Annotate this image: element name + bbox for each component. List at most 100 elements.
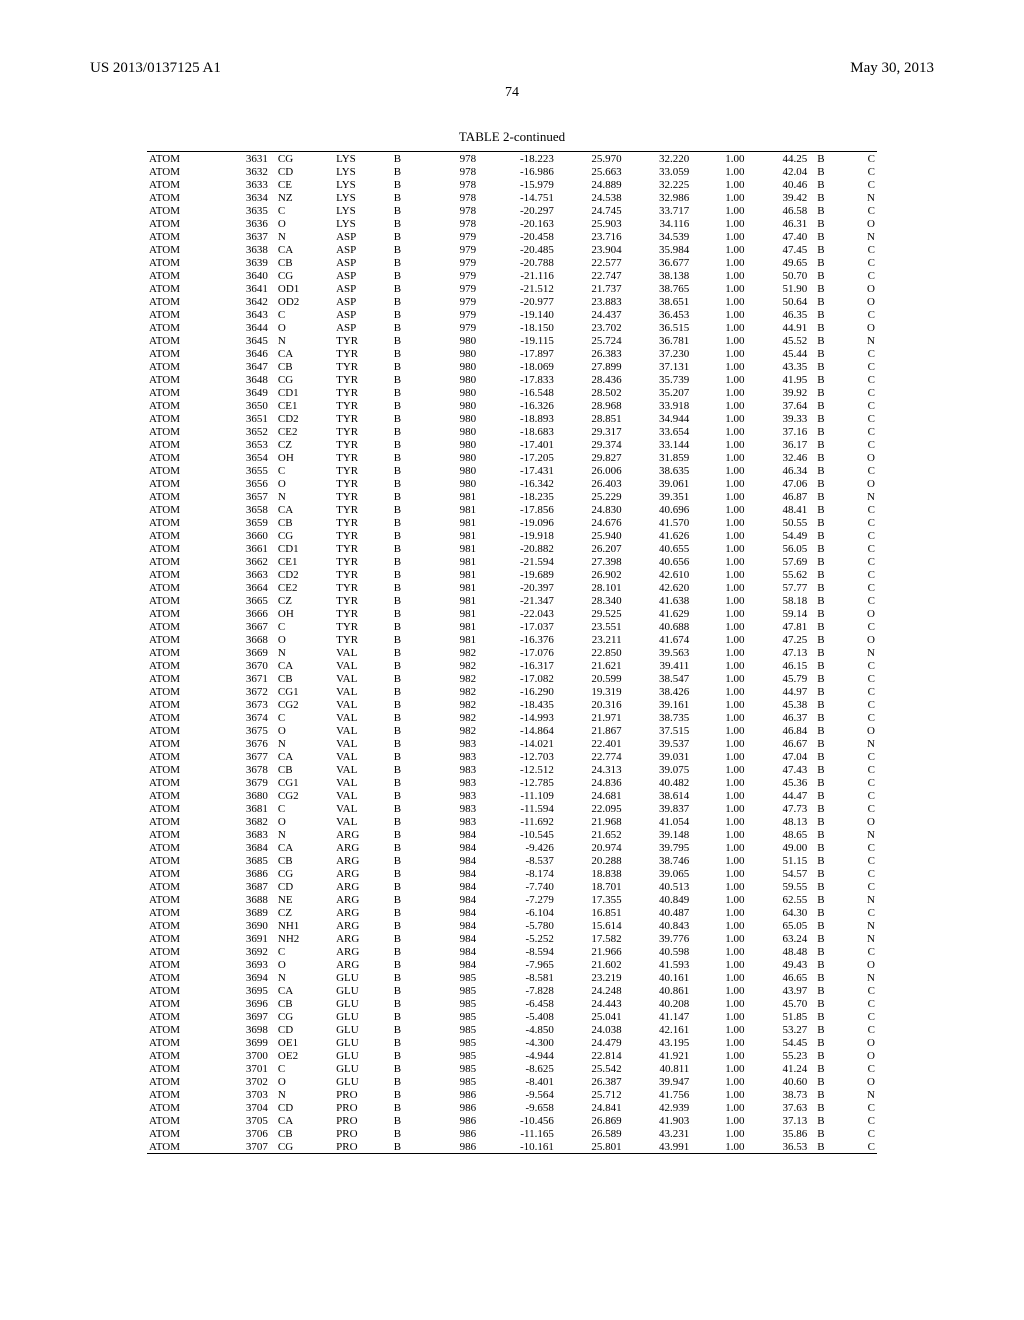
table-cell: ARG (330, 906, 388, 919)
table-cell: LYS (330, 191, 388, 204)
table-cell: 42.610 (624, 568, 692, 581)
table-cell: ATOM (147, 295, 217, 308)
table-cell: 3664 (217, 581, 270, 594)
table-cell: B (809, 854, 847, 867)
table-cell: O (847, 724, 877, 737)
table-row: ATOM3640CGASPB979-21.11622.74738.1381.00… (147, 269, 877, 282)
table-cell: NE (270, 893, 330, 906)
table-cell: TYR (330, 555, 388, 568)
table-cell: VAL (330, 750, 388, 763)
table-cell: 22.577 (556, 256, 624, 269)
table-cell: C (270, 711, 330, 724)
table-cell: 24.313 (556, 763, 624, 776)
table-cell: CZ (270, 906, 330, 919)
table-cell: O (847, 295, 877, 308)
table-cell: CA (270, 1114, 330, 1127)
table-cell: 24.841 (556, 1101, 624, 1114)
table-cell: LYS (330, 178, 388, 191)
table-row: ATOM3673CG2VALB982-18.43520.31639.1611.0… (147, 698, 877, 711)
table-cell: 40.688 (624, 620, 692, 633)
page-header: US 2013/0137125 A1 May 30, 2013 (90, 60, 934, 77)
table-cell: 981 (423, 581, 478, 594)
table-cell: C (270, 464, 330, 477)
table-cell: 3704 (217, 1101, 270, 1114)
table-row: ATOM3689CZARGB984-6.10416.85140.4871.006… (147, 906, 877, 919)
table-cell: B (809, 269, 847, 282)
table-row: ATOM3634NZLYSB978-14.75124.53832.9861.00… (147, 191, 877, 204)
table-cell: CG2 (270, 789, 330, 802)
table-cell: 39.075 (624, 763, 692, 776)
table-cell: 978 (423, 217, 478, 230)
table-cell: 1.00 (691, 451, 746, 464)
table-cell: B (388, 984, 423, 997)
table-cell: GLU (330, 984, 388, 997)
table-cell: B (388, 542, 423, 555)
table-cell: 24.479 (556, 1036, 624, 1049)
table-cell: 47.04 (746, 750, 809, 763)
table-cell: 28.502 (556, 386, 624, 399)
table-cell: 54.45 (746, 1036, 809, 1049)
table-cell: 1.00 (691, 594, 746, 607)
table-cell: ATOM (147, 906, 217, 919)
table-cell: 982 (423, 711, 478, 724)
table-row: ATOM3647CBTYRB980-18.06927.89937.1311.00… (147, 360, 877, 373)
table-cell: ATOM (147, 217, 217, 230)
table-cell: ATOM (147, 724, 217, 737)
table-cell: 21.971 (556, 711, 624, 724)
table-cell: ATOM (147, 763, 217, 776)
table-cell: 38.73 (746, 1088, 809, 1101)
table-cell: N (270, 334, 330, 347)
table-cell: 985 (423, 1075, 478, 1088)
table-cell: VAL (330, 698, 388, 711)
table-cell: TYR (330, 568, 388, 581)
table-cell: C (847, 256, 877, 269)
table-cell: ATOM (147, 373, 217, 386)
table-cell: -16.548 (478, 386, 556, 399)
table-cell: 983 (423, 815, 478, 828)
table-cell: N (270, 737, 330, 750)
table-cell: B (388, 373, 423, 386)
table-cell: ARG (330, 945, 388, 958)
table-row: ATOM3676NVALB983-14.02122.40139.5371.004… (147, 737, 877, 750)
table-cell: 982 (423, 659, 478, 672)
table-cell: 38.765 (624, 282, 692, 295)
table-cell: 41.756 (624, 1088, 692, 1101)
table-cell: B (809, 932, 847, 945)
table-cell: B (809, 178, 847, 191)
table-cell: B (809, 464, 847, 477)
table-cell: 1.00 (691, 295, 746, 308)
table-cell: ATOM (147, 984, 217, 997)
table-cell: 1.00 (691, 659, 746, 672)
table-cell: -16.290 (478, 685, 556, 698)
table-row: ATOM3646CATYRB980-17.89726.38337.2301.00… (147, 347, 877, 360)
table-cell: 47.13 (746, 646, 809, 659)
table-cell: 24.443 (556, 997, 624, 1010)
table-cell: 17.355 (556, 893, 624, 906)
table-cell: 38.426 (624, 685, 692, 698)
table-cell: O (847, 607, 877, 620)
table-cell: C (847, 1140, 877, 1154)
table-cell: ATOM (147, 997, 217, 1010)
table-cell: ATOM (147, 308, 217, 321)
table-cell: B (809, 399, 847, 412)
table-cell: 1.00 (691, 633, 746, 646)
table-cell: 35.984 (624, 243, 692, 256)
table-cell: CG (270, 1010, 330, 1023)
table-cell: -7.740 (478, 880, 556, 893)
table-cell: O (270, 1075, 330, 1088)
table-cell: CB (270, 672, 330, 685)
table-cell: B (388, 529, 423, 542)
table-cell: -8.537 (478, 854, 556, 867)
table-cell: OH (270, 451, 330, 464)
table-cell: -20.163 (478, 217, 556, 230)
table-cell: -8.174 (478, 867, 556, 880)
table-cell: CG2 (270, 698, 330, 711)
table-cell: C (847, 867, 877, 880)
table-cell: ATOM (147, 191, 217, 204)
table-cell: B (388, 386, 423, 399)
table-cell: 3667 (217, 620, 270, 633)
table-cell: ATOM (147, 659, 217, 672)
table-cell: 1.00 (691, 789, 746, 802)
table-cell: B (809, 308, 847, 321)
table-cell: ASP (330, 243, 388, 256)
